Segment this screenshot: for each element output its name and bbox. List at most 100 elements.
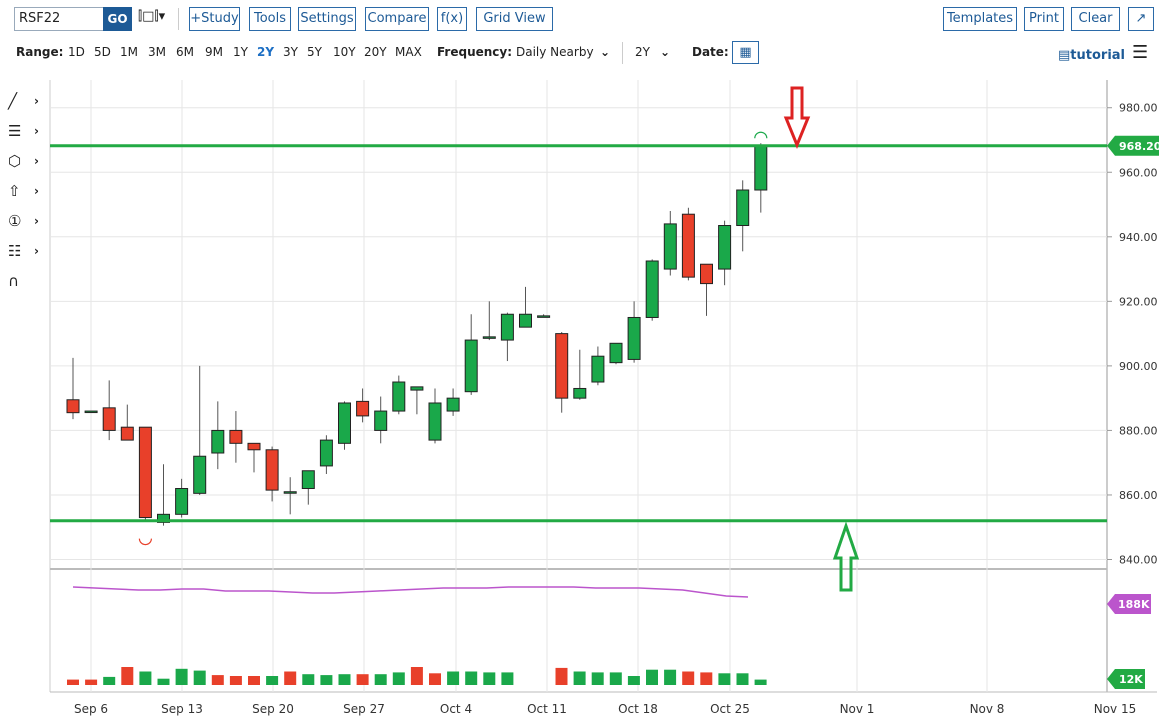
candle-up [84, 410, 98, 414]
x-tick-label: Oct 25 [710, 702, 750, 716]
candle-up [482, 336, 496, 339]
x-tick-label: Oct 18 [618, 702, 658, 716]
candle-up [645, 260, 659, 318]
range-1m[interactable]: 1M [120, 45, 138, 59]
volume-axis-tag [1107, 669, 1145, 689]
go-button[interactable]: GO [103, 7, 132, 31]
expand-icon[interactable]: ↗ [1128, 7, 1154, 31]
tutorial-link[interactable]: ▤tutorial [1058, 48, 1125, 63]
candle-down [247, 442, 261, 451]
y-tick-label: 880.00 [1119, 424, 1158, 437]
candle-up [519, 313, 532, 328]
line-tool-icon[interactable]: ╱ › [8, 92, 39, 110]
film-icon: ▤ [1058, 48, 1071, 63]
volume-bar-up [266, 676, 279, 685]
volume-bar-up [754, 679, 767, 685]
range-1y[interactable]: 1Y [233, 45, 248, 59]
volume-bar-up [157, 678, 170, 685]
arrow-tool-icon[interactable]: ⇧ › [8, 182, 39, 200]
x-tick-label: Oct 4 [440, 702, 472, 716]
last-price-tag [1107, 135, 1159, 156]
range-10y[interactable]: 10Y [333, 45, 356, 59]
candle-down [555, 333, 569, 399]
chevron-down-icon[interactable]: ⌄ [600, 45, 611, 59]
menu-icon[interactable]: ☰ [1132, 42, 1149, 63]
volume-bar-up [501, 672, 514, 685]
x-tick-label: Sep 27 [343, 702, 385, 716]
print-button[interactable]: Print [1024, 7, 1064, 31]
candle-up [193, 455, 207, 494]
volume-bar-down [211, 675, 224, 685]
date-label: Date: [692, 45, 729, 59]
volume-bar-down [700, 672, 713, 685]
calendar-icon[interactable]: ▦ [732, 41, 759, 64]
volume-bar-down [229, 676, 242, 685]
range-divider [622, 42, 623, 64]
arrow-down-icon [783, 86, 811, 149]
magnet-icon[interactable]: ∩ [8, 272, 19, 290]
volume-bar-up [646, 669, 658, 685]
candle-up [319, 439, 333, 467]
volume-bar-up [447, 671, 460, 685]
candlestick-icon[interactable]: ⫿□⫿▾ [138, 9, 166, 24]
volume-bar-down [410, 667, 423, 685]
annotation-tool-icon[interactable]: ① › [8, 212, 39, 230]
y-tick-label: 860.00 [1119, 489, 1158, 502]
settings-button[interactable]: Settings [298, 7, 356, 31]
compare-button[interactable]: Compare [365, 7, 429, 31]
measure-tool-icon[interactable]: ☷ › [8, 242, 39, 260]
y-tick-label: 940.00 [1119, 231, 1158, 244]
range-20y[interactable]: 20Y [364, 45, 387, 59]
y-tick-label: 960.00 [1119, 166, 1158, 179]
volume-bar-up [736, 673, 749, 685]
volume-bar-down [85, 679, 98, 685]
clear-button[interactable]: Clear [1071, 7, 1120, 31]
tools-button[interactable]: Tools [249, 7, 291, 31]
study-button[interactable]: +Study [189, 7, 240, 31]
chevron-right-icon: › [34, 214, 39, 228]
volume-bar-down [555, 667, 568, 685]
candle-up [537, 315, 551, 318]
range-5d[interactable]: 5D [94, 45, 111, 59]
range-label: Range: [16, 45, 64, 59]
range-1d[interactable]: 1D [68, 45, 85, 59]
volume-bar-down [67, 679, 79, 685]
candle-down [229, 429, 243, 444]
top-toolbar: RSF22 GO ⫿□⫿▾ +Study Tools Settings Comp… [0, 0, 1172, 36]
fx-button[interactable]: f(x) [437, 7, 467, 31]
frequency-select[interactable]: Daily Nearby [516, 45, 594, 59]
volume-bar-down [121, 667, 134, 685]
volume-bar-up [483, 672, 496, 685]
volume-bar-up [718, 673, 731, 685]
x-tick-label: Nov 15 [1094, 702, 1137, 716]
templates-button[interactable]: Templates [943, 7, 1017, 31]
range-2y[interactable]: 2Y [257, 45, 275, 59]
volume-bar-down [356, 674, 369, 685]
candle-up [410, 386, 424, 391]
range-max[interactable]: MAX [395, 45, 422, 59]
volume-bar-up [465, 671, 478, 685]
x-tick-label: Sep 13 [161, 702, 203, 716]
period-select[interactable]: 2Y [635, 45, 650, 59]
candle-up [591, 355, 605, 383]
shape-tool-icon[interactable]: ⬡ › [8, 152, 39, 170]
chevron-down-icon[interactable]: ⌄ [660, 45, 671, 59]
range-3m[interactable]: 3M [148, 45, 166, 59]
volume-bar-up [338, 674, 351, 685]
candle-up [175, 488, 189, 515]
grid-view-button[interactable]: Grid View [476, 7, 553, 31]
volume-bar-up [320, 675, 333, 685]
range-6m[interactable]: 6M [176, 45, 194, 59]
candle-up [573, 387, 587, 399]
candle-down [120, 426, 134, 441]
last-price-label: 968.20 [1119, 140, 1162, 153]
candle-up [500, 313, 514, 341]
range-9m[interactable]: 9M [205, 45, 223, 59]
fibonacci-tool-icon[interactable]: ☰ › [8, 122, 39, 140]
volume-bar-down [248, 676, 260, 685]
range-5y[interactable]: 5Y [307, 45, 322, 59]
volume-bar-up [103, 676, 116, 685]
chevron-right-icon: › [34, 124, 39, 138]
range-3y[interactable]: 3Y [283, 45, 298, 59]
